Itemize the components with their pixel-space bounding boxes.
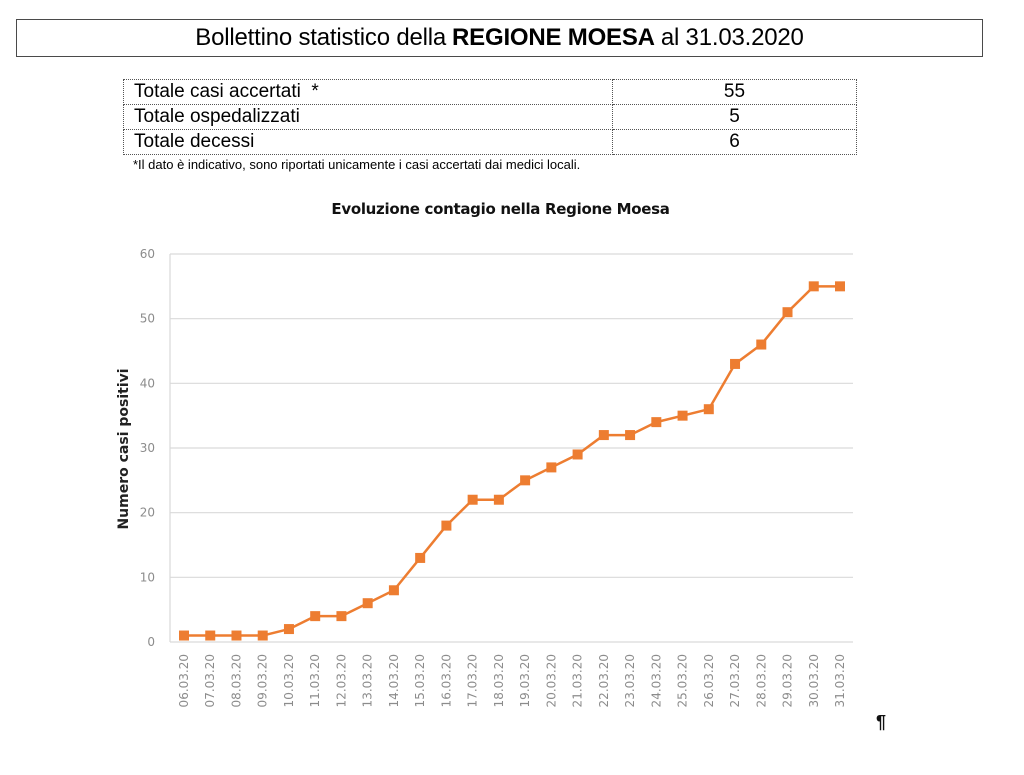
stats-table: Totale casi accertati * 55 Totale ospeda…: [123, 79, 857, 155]
footnote: *Il dato è indicativo, sono riportati un…: [133, 157, 581, 172]
data-point-marker: [598, 430, 609, 441]
y-axis-label: Numero casi positivi: [116, 368, 132, 529]
title-date: al 31.03.2020: [660, 24, 804, 51]
x-tick-label: 22.03.20: [597, 654, 611, 707]
data-point-marker: [625, 430, 636, 441]
title-region: REGIONE MOESA: [452, 24, 655, 51]
data-point-marker: [231, 630, 242, 641]
x-tick-label: 27.03.20: [728, 654, 742, 707]
y-tick-label: 50: [140, 312, 155, 326]
data-point-marker: [651, 417, 662, 428]
x-tick-label: 23.03.20: [623, 654, 637, 707]
y-tick-label: 30: [140, 441, 155, 455]
x-tick-label: 06.03.20: [177, 654, 191, 707]
x-tick-label: 29.03.20: [781, 654, 795, 707]
y-tick-label: 10: [140, 570, 155, 584]
x-tick-label: 07.03.20: [203, 654, 217, 707]
x-tick-label: 13.03.20: [361, 654, 375, 707]
x-tick-label: 11.03.20: [308, 654, 322, 707]
data-point-marker: [467, 494, 478, 505]
x-tick-label: 08.03.20: [229, 654, 243, 707]
x-tick-label: 26.03.20: [702, 654, 716, 707]
chart-gridlines: [169, 253, 853, 643]
x-tick-label: 19.03.20: [518, 654, 532, 707]
data-point-marker: [808, 281, 819, 292]
stat-value: 55: [612, 79, 857, 105]
series-polyline: [184, 285, 840, 637]
y-tick-label: 60: [140, 247, 155, 261]
data-point-marker: [572, 449, 583, 460]
x-tick-label: 28.03.20: [754, 654, 768, 707]
data-point-marker: [283, 624, 294, 635]
table-row: Totale ospedalizzati 5: [123, 104, 857, 130]
stat-label: Totale ospedalizzati: [123, 104, 613, 130]
x-tick-label: 16.03.20: [439, 654, 453, 707]
data-point-marker: [336, 611, 347, 622]
data-point-marker: [546, 462, 557, 473]
data-point-marker: [310, 611, 321, 622]
series-line: [179, 281, 845, 641]
data-point-marker: [179, 630, 189, 641]
x-tick-label: 15.03.20: [413, 654, 427, 707]
data-point-marker: [257, 630, 268, 641]
x-axis-ticks: 06.03.20 07.03.20 08.03.20 09.03.20 10.03.20…: [177, 654, 847, 707]
y-tick-label: 40: [140, 376, 155, 390]
x-tick-label: 17.03.20: [466, 654, 480, 707]
x-tick-label: 09.03.20: [256, 654, 270, 707]
data-point-marker: [835, 281, 845, 292]
x-tick-label: 10.03.20: [282, 654, 296, 707]
x-tick-label: 14.03.20: [387, 654, 401, 707]
y-tick-label: 20: [140, 506, 155, 520]
data-point-marker: [730, 358, 741, 369]
data-point-marker: [493, 494, 504, 505]
x-tick-label: 20.03.20: [544, 654, 558, 707]
x-tick-label: 24.03.20: [649, 654, 663, 707]
x-tick-label: 21.03.20: [571, 654, 585, 707]
data-point-marker: [205, 630, 216, 641]
data-point-marker: [520, 475, 531, 486]
stat-value: 6: [612, 129, 857, 155]
data-point-marker: [415, 552, 426, 563]
paragraph-mark: ¶: [876, 712, 887, 732]
x-tick-label: 30.03.20: [807, 654, 821, 707]
y-axis-ticks: 0 10 20 30 40 50 60: [140, 247, 155, 649]
stat-label: Totale decessi: [123, 129, 613, 155]
chart-title: Evoluzione contagio nella Regione Moesa: [331, 200, 670, 218]
x-tick-label: 25.03.20: [676, 654, 690, 707]
x-tick-label: 18.03.20: [492, 654, 506, 707]
data-point-marker: [441, 520, 452, 531]
x-tick-label: 12.03.20: [334, 654, 348, 707]
data-point-marker: [782, 307, 793, 318]
data-point-marker: [362, 598, 373, 609]
bulletin-title: Bollettino statistico della REGIONE MOES…: [16, 19, 983, 57]
title-prefix: Bollettino statistico della: [195, 24, 447, 51]
data-point-marker: [677, 410, 688, 421]
data-point-marker: [388, 585, 399, 596]
stat-value: 5: [612, 104, 857, 130]
y-tick-label: 0: [147, 635, 155, 649]
data-point-marker: [703, 404, 714, 415]
data-point-marker: [756, 339, 767, 350]
table-row: Totale decessi 6: [123, 129, 857, 155]
x-tick-label: 31.03.20: [833, 654, 847, 707]
